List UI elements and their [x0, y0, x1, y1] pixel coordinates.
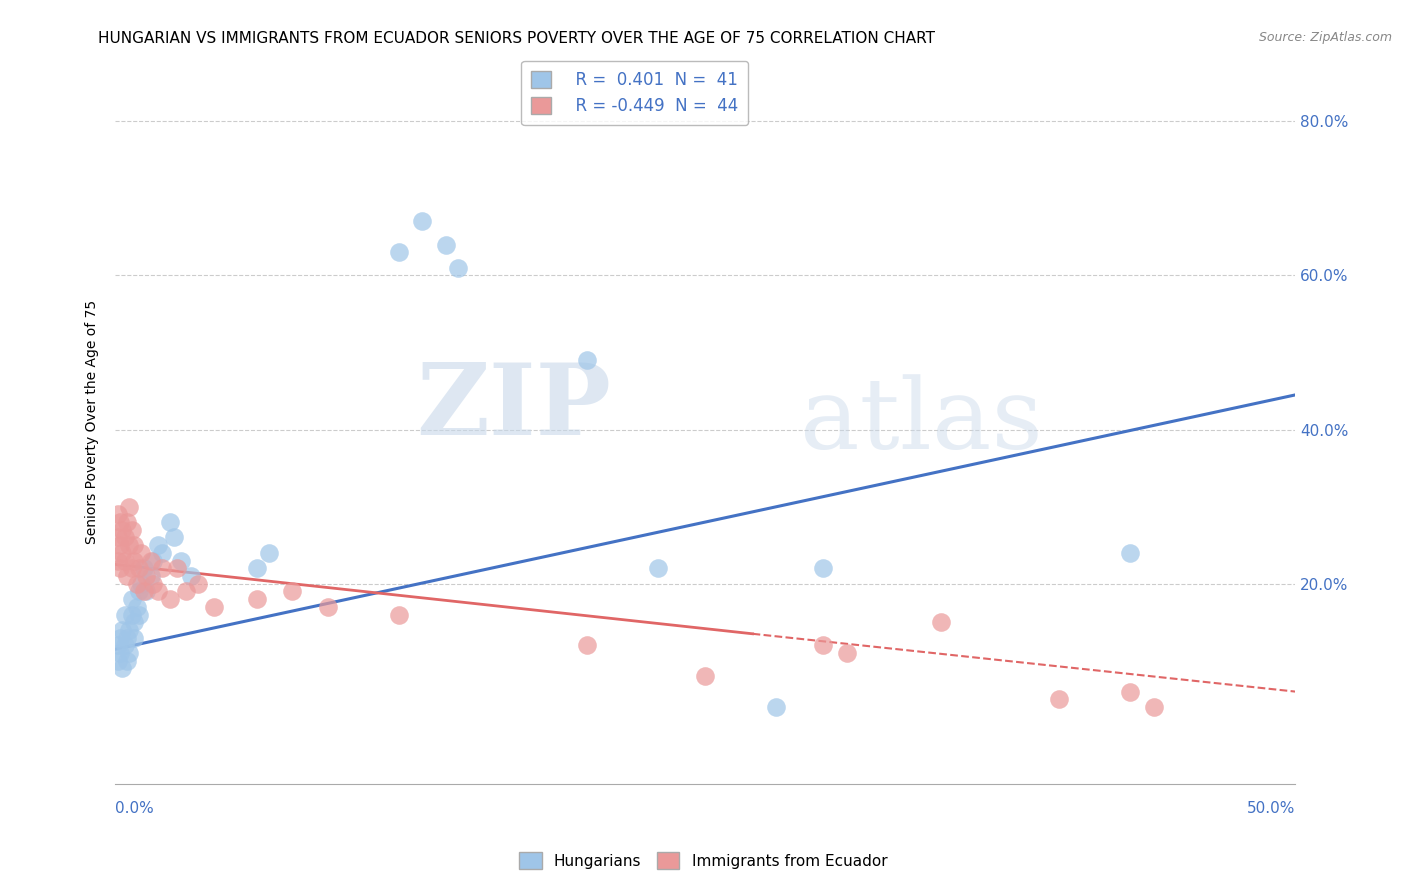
Text: Source: ZipAtlas.com: Source: ZipAtlas.com — [1258, 31, 1392, 45]
Point — [107, 553, 129, 567]
Point — [111, 661, 134, 675]
Point — [576, 638, 599, 652]
Point — [931, 615, 953, 630]
Point — [108, 646, 131, 660]
Point — [316, 599, 339, 614]
Point — [187, 576, 209, 591]
Point — [125, 599, 148, 614]
Text: 0.0%: 0.0% — [115, 801, 155, 816]
Point — [118, 646, 141, 660]
Point — [114, 638, 136, 652]
Point — [246, 592, 269, 607]
Text: ZIP: ZIP — [416, 359, 612, 456]
Point — [202, 599, 225, 614]
Point — [128, 584, 150, 599]
Point — [387, 607, 409, 622]
Point — [142, 576, 165, 591]
Point — [128, 607, 150, 622]
Text: 50.0%: 50.0% — [1247, 801, 1295, 816]
Point — [163, 531, 186, 545]
Legend:   R =  0.401  N =  41,   R = -0.449  N =  44: R = 0.401 N = 41, R = -0.449 N = 44 — [522, 61, 748, 126]
Point — [122, 631, 145, 645]
Point — [174, 584, 197, 599]
Point — [159, 592, 181, 607]
Point — [139, 553, 162, 567]
Point — [146, 584, 169, 599]
Point — [1119, 546, 1142, 560]
Point — [107, 638, 129, 652]
Point — [111, 623, 134, 637]
Point — [647, 561, 669, 575]
Point — [170, 553, 193, 567]
Point — [152, 561, 174, 575]
Text: atlas: atlas — [800, 374, 1042, 470]
Point — [257, 546, 280, 560]
Point — [434, 237, 457, 252]
Point — [139, 569, 162, 583]
Point — [411, 214, 433, 228]
Point — [765, 700, 787, 714]
Point — [115, 569, 138, 583]
Point — [111, 546, 134, 560]
Point — [107, 508, 129, 522]
Point — [835, 646, 858, 660]
Point — [813, 638, 835, 652]
Point — [128, 561, 150, 575]
Point — [813, 561, 835, 575]
Point — [125, 576, 148, 591]
Y-axis label: Seniors Poverty Over the Age of 75: Seniors Poverty Over the Age of 75 — [86, 300, 100, 544]
Point — [111, 523, 134, 537]
Point — [108, 538, 131, 552]
Point — [152, 546, 174, 560]
Point — [135, 584, 157, 599]
Point — [1143, 700, 1166, 714]
Legend: Hungarians, Immigrants from Ecuador: Hungarians, Immigrants from Ecuador — [513, 846, 893, 875]
Point — [121, 607, 143, 622]
Point — [114, 531, 136, 545]
Point — [122, 538, 145, 552]
Point — [246, 561, 269, 575]
Point — [115, 654, 138, 668]
Point — [107, 654, 129, 668]
Point — [446, 260, 468, 275]
Point — [142, 553, 165, 567]
Point — [146, 538, 169, 552]
Point — [387, 245, 409, 260]
Point — [108, 631, 131, 645]
Point — [118, 623, 141, 637]
Point — [118, 500, 141, 514]
Point — [114, 553, 136, 567]
Point — [121, 523, 143, 537]
Point — [122, 553, 145, 567]
Point — [576, 353, 599, 368]
Point — [1049, 692, 1071, 706]
Point — [132, 584, 155, 599]
Point — [122, 615, 145, 630]
Point — [135, 569, 157, 583]
Point — [159, 515, 181, 529]
Point — [107, 531, 129, 545]
Point — [118, 538, 141, 552]
Point — [115, 631, 138, 645]
Point — [129, 576, 152, 591]
Point — [121, 592, 143, 607]
Point — [129, 546, 152, 560]
Point — [1119, 684, 1142, 698]
Point — [281, 584, 304, 599]
Point — [108, 561, 131, 575]
Point — [132, 561, 155, 575]
Text: HUNGARIAN VS IMMIGRANTS FROM ECUADOR SENIORS POVERTY OVER THE AGE OF 75 CORRELAT: HUNGARIAN VS IMMIGRANTS FROM ECUADOR SEN… — [98, 31, 935, 46]
Point — [180, 569, 202, 583]
Point — [695, 669, 717, 683]
Point — [166, 561, 188, 575]
Point — [121, 561, 143, 575]
Point — [115, 515, 138, 529]
Point — [114, 607, 136, 622]
Point — [108, 515, 131, 529]
